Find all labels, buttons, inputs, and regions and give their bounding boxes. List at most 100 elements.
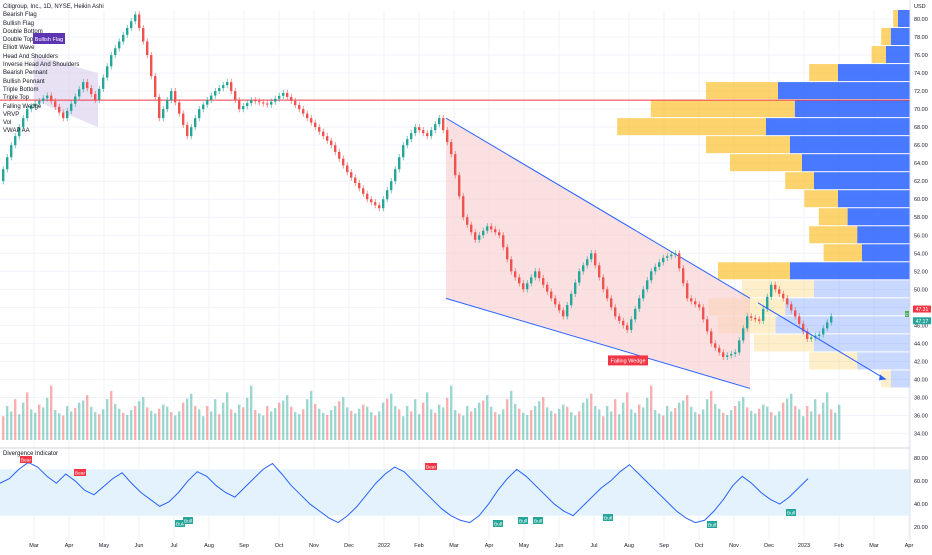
candle-body <box>714 343 717 348</box>
indicator-item[interactable]: Triple Bottom <box>3 86 39 93</box>
candle-body <box>582 265 585 272</box>
candle-body <box>650 271 653 281</box>
bull-tag <box>603 514 613 521</box>
time-tick-label: Feb <box>834 543 843 549</box>
wedge-upper-line <box>445 117 751 299</box>
volume-bar <box>558 408 561 440</box>
time-tick-label: Oct <box>275 543 284 549</box>
volume-bar <box>754 413 757 440</box>
volume-bar <box>646 397 649 440</box>
volume-bar <box>466 406 469 440</box>
volume-bar <box>738 401 741 440</box>
volume-bar <box>598 409 601 440</box>
price-tick-label: 72.00 <box>914 89 928 95</box>
candle-body <box>10 145 13 158</box>
candle-body <box>622 320 625 326</box>
indicator-item[interactable]: Vol <box>3 120 12 127</box>
volume-bar <box>126 414 129 440</box>
indicator-item[interactable]: Triple Top <box>3 95 30 102</box>
time-tick-label: Sep <box>239 543 249 549</box>
indicator-item[interactable]: Bearish Flag <box>3 12 37 19</box>
candle-body <box>826 322 829 329</box>
time-tick-label: Dec <box>764 543 774 549</box>
volume-bar <box>118 408 121 440</box>
candle-body <box>634 308 637 320</box>
volume-bar <box>390 393 393 440</box>
indicator-item[interactable]: Bullish Flag <box>3 20 35 27</box>
indicator-item[interactable]: Elliott Wave <box>3 45 35 52</box>
candle-body <box>126 28 129 35</box>
indicator-item[interactable]: Double Top <box>3 37 34 44</box>
volume-bar <box>458 413 461 440</box>
volume-bar <box>502 409 505 440</box>
volume-bar <box>334 406 337 440</box>
volume-profile-down-bar <box>893 10 898 28</box>
candle-body <box>478 235 481 240</box>
indicator-item[interactable]: VWAP AA <box>3 128 30 135</box>
symbol-title[interactable]: Citigroup, Inc., 1D, NYSE, Heikin Ashi <box>3 4 104 10</box>
volume-bar <box>630 409 633 440</box>
candle-body <box>430 130 433 137</box>
price-tick-label: 76.00 <box>914 53 928 59</box>
volume-profile-up-bar <box>785 298 910 316</box>
candle-body <box>498 232 501 236</box>
candle-body <box>222 85 225 89</box>
indicator-item[interactable]: Inverse Head And Shoulders <box>3 62 80 69</box>
last-price-badge-2 <box>913 317 931 325</box>
volume-bar <box>574 415 577 440</box>
volume-bar <box>470 411 473 440</box>
indicator-item[interactable]: Head And Shoulders <box>3 53 59 60</box>
candle-body <box>674 253 677 255</box>
volume-bar <box>258 413 261 440</box>
volume-profile-up-bar <box>857 352 910 370</box>
candle-body <box>334 145 337 152</box>
candle-body <box>682 268 685 284</box>
candle-body <box>166 100 169 110</box>
candle-body <box>782 293 785 299</box>
volume-bar <box>746 407 749 440</box>
candle-body <box>338 151 341 159</box>
candle-body <box>586 259 589 266</box>
volume-bar <box>478 402 481 440</box>
price-tick-label: 74.00 <box>914 71 928 77</box>
time-tick-label: Aug <box>624 543 634 549</box>
indicator-item[interactable]: Bearish Pennant <box>3 70 48 77</box>
candle-body <box>646 280 649 290</box>
candle-body <box>6 157 9 170</box>
volume-bar <box>442 407 445 440</box>
price-tick-label: 36.00 <box>914 413 928 419</box>
candle-body <box>318 127 321 132</box>
candle-body <box>554 298 557 305</box>
volume-bar <box>554 413 557 440</box>
candle-body <box>398 157 401 170</box>
volume-bar <box>326 414 329 440</box>
volume-bar <box>398 409 401 440</box>
price-tick-label: 34.00 <box>914 431 928 437</box>
indicator-item[interactable]: Falling Wedge <box>3 103 42 110</box>
candle-body <box>170 91 173 101</box>
volume-bar <box>290 406 293 440</box>
volume-bar <box>114 403 117 440</box>
volume-bar <box>222 402 225 440</box>
volume-bar <box>322 412 325 440</box>
indicator-item[interactable]: Double Bottom <box>3 28 43 35</box>
volume-bar <box>50 385 53 440</box>
candle-body <box>770 284 773 297</box>
candle-body <box>610 298 613 308</box>
volume-bar <box>490 406 493 440</box>
badge-c <box>905 310 909 317</box>
volume-bar <box>438 404 441 440</box>
candle-body <box>290 96 293 102</box>
price-tick-label: 68.00 <box>914 125 928 131</box>
volume-bar <box>446 397 449 440</box>
indicator-item[interactable]: VRVP <box>3 111 20 118</box>
candle-body <box>202 104 205 110</box>
volume-bar <box>546 407 549 440</box>
volume-bar <box>786 398 789 440</box>
volume-bar <box>682 400 685 440</box>
volume-bar <box>498 414 501 440</box>
indicator-item[interactable]: Bullish Pennant <box>3 78 45 85</box>
volume-bar <box>202 416 205 440</box>
time-tick-label: Oct <box>695 543 704 549</box>
